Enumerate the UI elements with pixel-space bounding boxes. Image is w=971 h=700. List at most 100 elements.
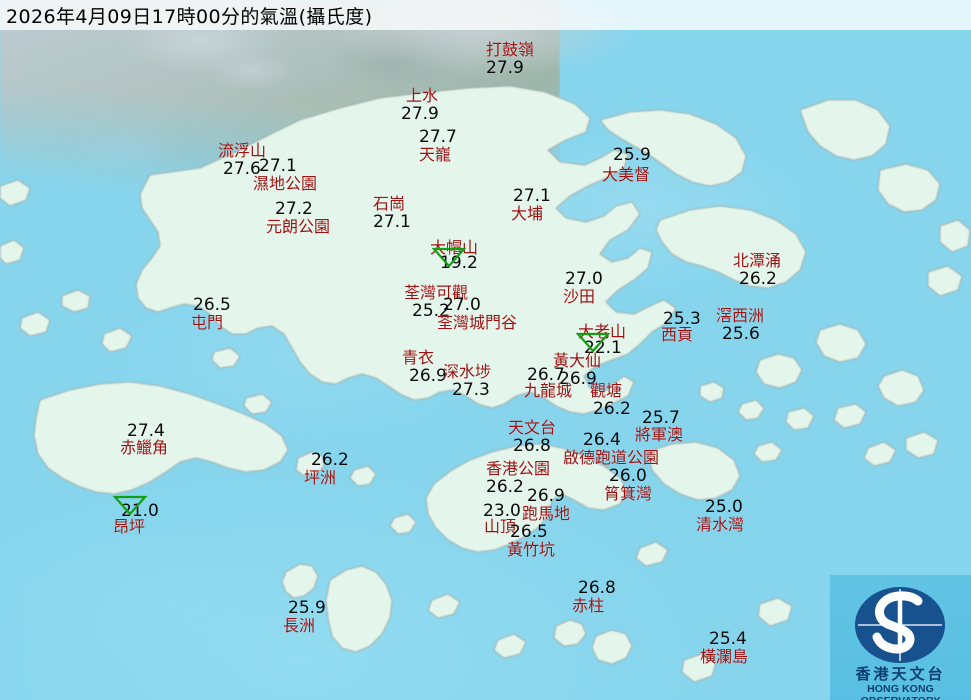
station-temperature-label: 22.1: [584, 340, 622, 358]
station-temperature-label: 26.5: [193, 297, 231, 315]
station-name-label: 赤鱲角: [120, 440, 168, 458]
station-temperature-text: 26.2: [739, 269, 777, 289]
station-name-label: 九龍城: [524, 383, 572, 401]
station-temperature-text: 26.0: [609, 466, 647, 486]
hko-emblem-icon: [855, 587, 945, 663]
station-temperature-label: 27.1: [373, 214, 411, 232]
station-name-text: 黃大仙: [553, 351, 602, 370]
station-temperature-label: 26.2: [311, 452, 349, 470]
station-temperature-text: 22.1: [584, 338, 622, 358]
station-marker-triangle-icon: [432, 246, 466, 268]
station-name-label: 天文台: [508, 420, 556, 438]
station-name-label: 跑馬地: [522, 506, 570, 524]
station-temperature-text: 27.1: [513, 186, 551, 206]
station-temperature-label: 26.2: [486, 479, 524, 497]
station-temperature-text: 27.7: [419, 127, 457, 147]
station-name-label: 天巃: [419, 147, 451, 165]
station-temperature-text: 27.9: [486, 58, 524, 78]
station-temperature-text: 19.2: [440, 253, 478, 273]
station-temperature-label: 27.9: [486, 60, 524, 78]
station-name-label: 大帽山: [430, 240, 478, 258]
station-temperature-text: 26.9: [527, 486, 565, 506]
station-temperature-label: 26.8: [578, 580, 616, 598]
station-name-label: 黃竹坑: [507, 542, 555, 560]
station-temperature-label: 25.9: [288, 600, 326, 618]
station-temperature-text: 27.6: [223, 159, 261, 179]
station-name-label: 打鼓嶺: [486, 42, 534, 60]
station-name-text: 沙田: [563, 287, 596, 306]
station-name-text: 大帽山: [430, 238, 479, 257]
station-name-text: 滘西洲: [716, 306, 765, 325]
station-name-text: 打鼓嶺: [486, 40, 535, 59]
station-name-text: 赤柱: [572, 596, 605, 615]
station-name-label: 上水: [406, 88, 438, 106]
station-temperature-text: 26.2: [486, 477, 524, 497]
station-name-label: 流浮山: [218, 143, 266, 161]
station-name-label: 香港公園: [486, 461, 550, 479]
station-name-label: 屯門: [191, 315, 223, 333]
station-name-text: 大老山: [578, 322, 627, 341]
station-marker-triangle-icon: [576, 331, 610, 353]
station-temperature-text: 25.9: [288, 598, 326, 618]
station-temperature-text: 27.1: [259, 156, 297, 176]
station-temperature-label: 27.9: [401, 106, 439, 124]
station-temperature-label: 27.6: [223, 161, 261, 179]
station-name-label: 黃大仙: [553, 353, 601, 371]
station-temperature-label: 25.0: [705, 499, 743, 517]
station-temperature-label: 25.3: [663, 311, 701, 329]
station-name-text: 赤鱲角: [120, 438, 169, 457]
station-temperature-label: 27.7: [419, 129, 457, 147]
station-temperature-label: 27.4: [127, 423, 165, 441]
station-name-label: 觀塘: [590, 383, 622, 401]
station-temperature-label: 25.9: [613, 147, 651, 165]
station-name-label: 昂坪: [113, 519, 145, 537]
station-temperature-text: 26.2: [311, 450, 349, 470]
station-marker-triangle-icon: [113, 494, 147, 516]
station-name-label: 荃灣可觀: [404, 285, 468, 303]
station-temperature-label: 25.2: [412, 303, 450, 321]
station-temperature-text: 25.7: [642, 408, 680, 428]
station-name-text: 荃灣城門谷: [437, 313, 518, 332]
station-name-label: 石崗: [373, 196, 405, 214]
station-temperature-text: 25.2: [412, 301, 450, 321]
station-name-label: 北潭涌: [733, 253, 781, 271]
station-temperature-label: 27.1: [259, 158, 297, 176]
station-temperature-label: 26.8: [513, 438, 551, 456]
page-title: 2026年4月09日17時00分的氣溫(攝氏度): [6, 6, 373, 28]
station-name-text: 大美督: [602, 165, 651, 184]
station-name-label: 大老山: [578, 324, 626, 342]
station-temperature-text: 26.9: [409, 366, 447, 386]
title-bar: 2026年4月09日17時00分的氣溫(攝氏度): [0, 0, 971, 30]
station-temperature-text: 27.3: [452, 380, 490, 400]
hko-name-chinese: 香港天文台: [855, 665, 946, 683]
station-name-text: 黃竹坑: [507, 540, 556, 559]
station-temperature-text: 26.5: [510, 522, 548, 542]
station-temperature-text: 26.4: [583, 430, 621, 450]
station-temperature-text: 27.0: [565, 269, 603, 289]
station-name-text: 西貢: [661, 325, 694, 344]
station-name-text: 九龍城: [524, 381, 573, 400]
station-temperature-label: 27.1: [513, 188, 551, 206]
station-name-label: 深水埗: [443, 364, 491, 382]
station-name-label: 筲箕灣: [604, 486, 652, 504]
station-name-text: 長洲: [283, 616, 316, 635]
station-name-text: 上水: [406, 86, 439, 105]
station-name-text: 跑馬地: [522, 504, 571, 523]
station-name-text: 北潭涌: [733, 251, 782, 270]
station-temperature-text: 25.4: [709, 629, 747, 649]
station-name-text: 清水灣: [696, 515, 745, 534]
station-name-text: 坪洲: [304, 468, 337, 487]
station-temperature-label: 26.9: [559, 371, 597, 389]
station-temperature-label: 27.0: [565, 271, 603, 289]
station-temperature-label: 27.2: [275, 201, 313, 219]
station-temperature-text: 26.9: [559, 369, 597, 389]
station-temperature-text: 25.3: [663, 309, 701, 329]
station-temperature-text: 27.1: [373, 212, 411, 232]
station-name-text: 昂坪: [113, 517, 146, 536]
station-temperature-label: 26.7: [527, 367, 565, 385]
station-temperature-label: 26.4: [583, 432, 621, 450]
station-name-label: 元朗公園: [266, 219, 330, 237]
station-name-label: 大美督: [602, 167, 650, 185]
